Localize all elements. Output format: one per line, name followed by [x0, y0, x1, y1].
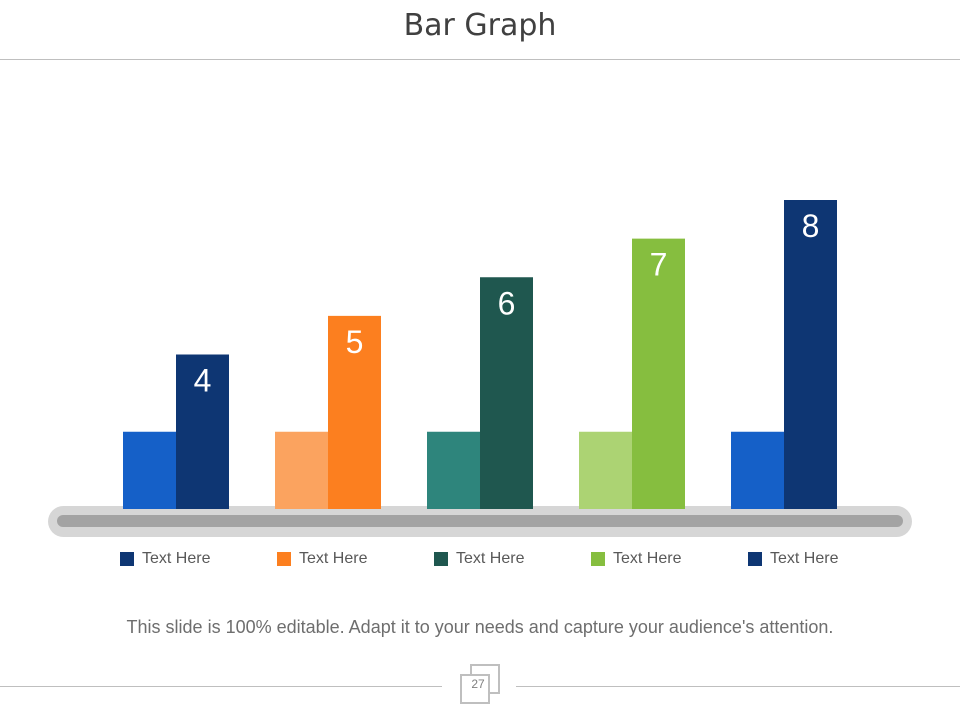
data-label-4: 7	[650, 247, 668, 283]
slide-title: Bar Graph	[403, 8, 557, 43]
legend-item-3: Text Here	[434, 549, 524, 569]
legend-swatch	[120, 552, 134, 566]
title-divider	[0, 59, 960, 60]
data-label-5: 8	[802, 208, 820, 244]
page-number-icon: 27	[458, 664, 500, 704]
bar-chart: 4 5 6 7 8	[48, 200, 912, 537]
bar-5-series-2	[784, 200, 837, 509]
legend-item-4: Text Here	[591, 549, 681, 569]
bar-4-series-2	[632, 238, 685, 509]
legend-swatch	[591, 552, 605, 566]
legend-swatch	[434, 552, 448, 566]
page-box-front	[460, 674, 490, 704]
bar-5-series-1	[731, 431, 784, 509]
bar-2-series-2	[328, 315, 381, 509]
bar-1-series-1	[123, 431, 176, 509]
legend-label: Text Here	[456, 550, 525, 567]
data-label-3: 6	[498, 285, 516, 321]
chart-base-bar	[57, 515, 903, 527]
bar-group: 4 5 6 7 8	[123, 200, 837, 509]
footer-divider-right	[516, 686, 960, 687]
legend-item-2: Text Here	[277, 549, 367, 569]
bar-4-series-1	[579, 431, 632, 509]
bar-3-series-1	[427, 431, 480, 509]
page-number: 27	[471, 677, 485, 691]
footer-divider-left	[0, 686, 442, 687]
footer-caption: This slide is 100% editable. Adapt it to…	[126, 617, 834, 637]
data-label-1: 4	[194, 363, 212, 399]
legend-label: Text Here	[770, 550, 839, 567]
legend-label: Text Here	[613, 550, 682, 567]
legend-label: Text Here	[299, 550, 368, 567]
bar-3-series-2	[480, 277, 533, 509]
bar-2-series-1	[275, 431, 328, 509]
legend-swatch	[277, 552, 291, 566]
data-label-2: 5	[346, 324, 364, 360]
legend-swatch	[748, 552, 762, 566]
legend-item-1: Text Here	[120, 549, 210, 569]
bar-1-series-2	[176, 354, 229, 509]
legend-item-5: Text Here	[748, 549, 838, 569]
chart-legend: Text Here Text Here Text Here Text Here Text…	[0, 549, 960, 569]
legend-label: Text Here	[142, 550, 211, 567]
